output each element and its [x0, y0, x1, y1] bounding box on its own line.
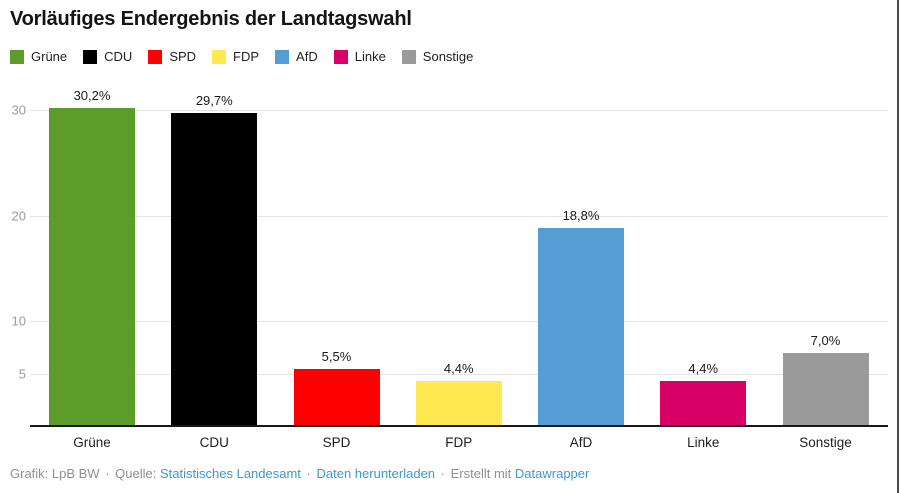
x-axis-label-afd: AfD [569, 435, 593, 450]
footer: Grafik: LpB BW · Quelle: Statistisches L… [10, 466, 589, 482]
y-tick-label-20: 20 [11, 208, 26, 224]
legend-label: FDP [233, 49, 260, 64]
bar-gr-ne[interactable] [49, 107, 135, 427]
value-label-sonstige: 7,0% [810, 333, 841, 349]
window-edge [897, 0, 899, 493]
x-axis-label-fdp: FDP [445, 435, 473, 450]
legend-label: SPD [169, 49, 197, 64]
y-tick-label-30: 30 [11, 102, 26, 118]
bar-afd[interactable] [538, 228, 624, 427]
legend-item-afd: AfD [275, 50, 318, 64]
legend-item-spd: SPD [148, 50, 196, 64]
legend-swatch-afd [275, 50, 290, 64]
legend-label: Grüne [31, 49, 68, 64]
bar-cdu[interactable] [171, 113, 258, 427]
x-axis-label-gr-ne: Grüne [73, 435, 111, 450]
value-label-gr-ne: 30,2% [73, 87, 111, 103]
legend-item-fdp: FDP [212, 50, 259, 64]
gridline-30 [30, 110, 888, 111]
value-label-afd: 18,8% [562, 208, 600, 224]
legend-item-sonstige: Sonstige [401, 49, 474, 64]
gridline-10 [30, 321, 888, 323]
x-axis-label-spd: SPD [322, 435, 351, 450]
legend-swatch-cdu [83, 50, 98, 64]
footer-source-label: Quelle: [115, 466, 157, 481]
value-label-spd: 5,5% [321, 348, 352, 364]
footer-created-label: Erstellt mit [450, 466, 512, 481]
legend-swatch-fdp [212, 50, 227, 64]
x-axis-label-linke: Linke [687, 435, 720, 450]
legend-swatch-sonstige [401, 50, 416, 64]
value-label-cdu: 29,7% [195, 93, 233, 109]
legend-item-cdu: CDU [83, 50, 132, 64]
bar-fdp[interactable] [415, 380, 502, 427]
footer-separator: · [105, 466, 110, 481]
value-label-fdp: 4,4% [443, 360, 474, 376]
legend-swatch-gr-ne [10, 50, 24, 64]
legend-label: CDU [104, 49, 133, 64]
gridline-20 [30, 215, 888, 217]
bar-linke[interactable] [660, 380, 747, 427]
x-axis-line [30, 425, 888, 427]
footer-separator: · [306, 466, 311, 481]
legend: Grüne CDU SPD FDP AfD Linke Sonstige [10, 50, 473, 64]
bar-sonstige[interactable] [782, 353, 869, 427]
bar-spd[interactable] [293, 368, 380, 427]
value-label-linke: 4,4% [688, 360, 719, 376]
x-axis-label-sonstige: Sonstige [799, 435, 852, 450]
footer-separator: · [440, 466, 445, 481]
legend-label: AfD [296, 49, 318, 64]
gridline-5 [30, 374, 888, 376]
source-link[interactable]: Statistisches Landesamt [160, 466, 301, 481]
y-tick-label-5: 5 [18, 366, 26, 382]
y-tick-label-10: 10 [11, 313, 26, 329]
datawrapper-link[interactable]: Datawrapper [514, 466, 590, 481]
legend-item-gr-ne: Grüne [10, 50, 67, 64]
chart-title: Vorläufiges Endergebnis der Landtagswahl [10, 8, 412, 30]
legend-label: Linke [354, 49, 386, 64]
legend-swatch-spd [148, 50, 163, 64]
footer-credit: Grafik: LpB BW [10, 466, 100, 481]
legend-swatch-linke [333, 50, 348, 64]
legend-label: Sonstige [422, 49, 474, 64]
download-data-link[interactable]: Daten herunterladen [316, 466, 436, 481]
x-axis-label-cdu: CDU [199, 435, 229, 450]
legend-item-linke: Linke [333, 49, 386, 64]
